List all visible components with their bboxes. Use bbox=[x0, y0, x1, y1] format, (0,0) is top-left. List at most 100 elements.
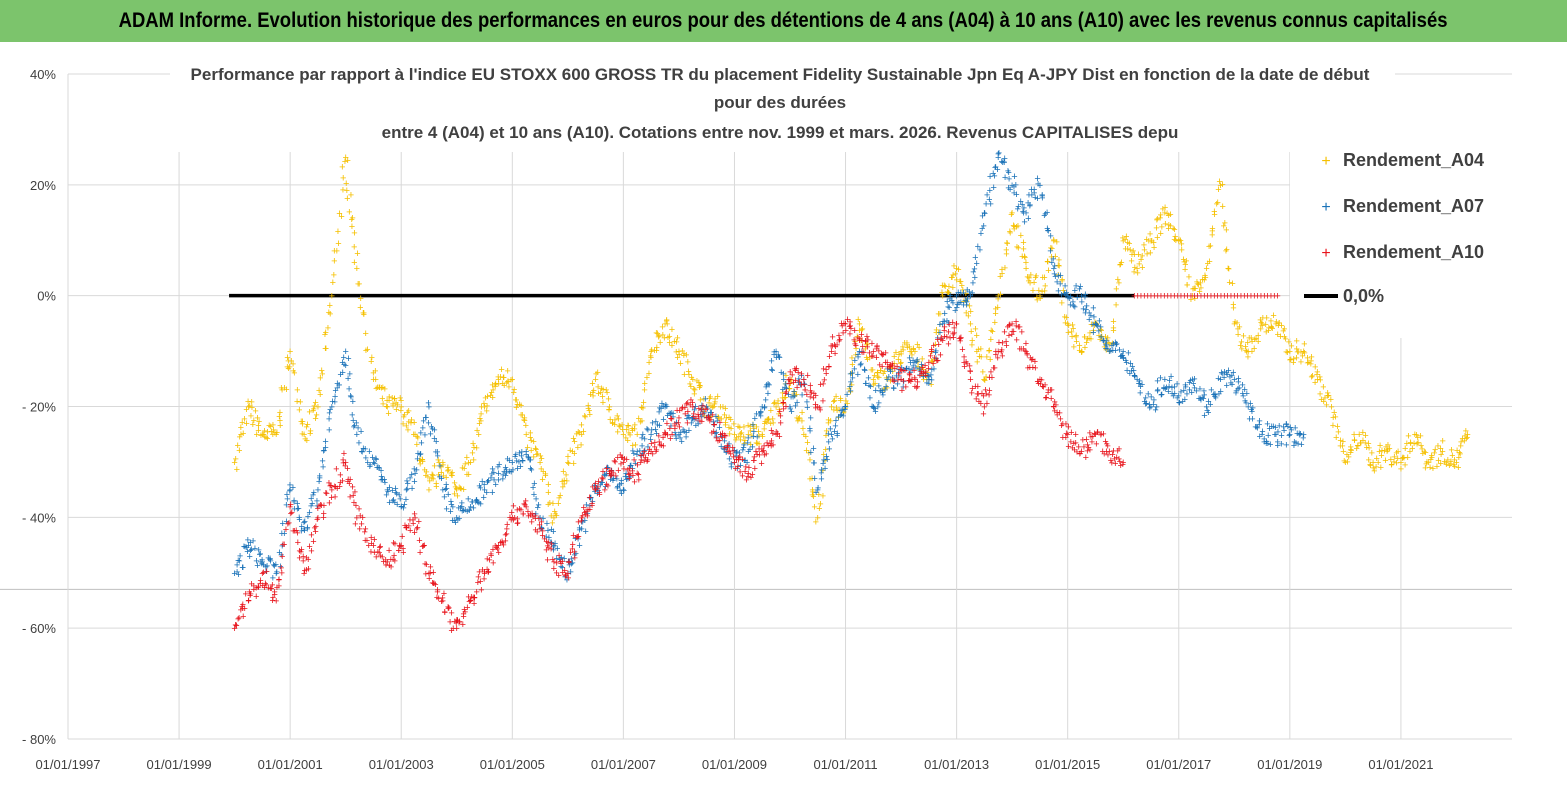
data-point-a07: + bbox=[1273, 429, 1279, 441]
data-point-a10: + bbox=[1064, 429, 1070, 441]
data-point-a04: + bbox=[389, 392, 395, 404]
data-point-a07: + bbox=[489, 487, 495, 499]
data-point-a07: + bbox=[493, 479, 499, 491]
data-point-a10: + bbox=[697, 415, 703, 427]
data-point-a07: + bbox=[263, 566, 269, 578]
data-point-a04: + bbox=[465, 458, 471, 470]
data-point-a04: + bbox=[737, 428, 743, 440]
data-point-a07: + bbox=[488, 472, 494, 484]
data-point-a04: + bbox=[474, 443, 480, 455]
data-point-a04: + bbox=[545, 479, 551, 491]
data-point-a07: + bbox=[346, 383, 352, 395]
data-point-a10: + bbox=[645, 454, 651, 466]
data-point-a07: + bbox=[464, 506, 470, 518]
data-point-a07: + bbox=[887, 365, 893, 377]
data-point-a07: + bbox=[557, 554, 563, 566]
data-point-a04: + bbox=[1068, 326, 1074, 338]
data-point-a07: + bbox=[457, 502, 463, 514]
data-point-a04: + bbox=[1003, 245, 1009, 257]
data-point-a07: + bbox=[465, 494, 471, 506]
data-point-a10: + bbox=[396, 545, 402, 557]
data-point-a07: + bbox=[1250, 403, 1256, 415]
data-point-a10: + bbox=[262, 578, 268, 590]
data-point-a04: + bbox=[1453, 457, 1459, 469]
data-point-a04: + bbox=[1034, 292, 1040, 304]
data-point-a10: + bbox=[329, 485, 335, 497]
data-point-a10: + bbox=[1254, 291, 1260, 303]
data-point-a10: + bbox=[780, 397, 786, 409]
data-point-a07: + bbox=[426, 402, 432, 414]
data-point-a10: + bbox=[344, 463, 350, 475]
data-point-a10: + bbox=[410, 514, 416, 526]
data-point-a07: + bbox=[750, 431, 756, 443]
data-point-a10: + bbox=[1161, 291, 1167, 303]
data-point-a07: + bbox=[706, 410, 712, 422]
data-point-a10: + bbox=[953, 318, 959, 330]
data-point-a04: + bbox=[775, 396, 781, 408]
data-point-a07: + bbox=[796, 374, 802, 386]
data-point-a10: + bbox=[1174, 291, 1180, 303]
data-point-a04: + bbox=[1186, 272, 1192, 284]
data-point-a07: + bbox=[1142, 398, 1148, 410]
data-point-a07: + bbox=[473, 496, 479, 508]
data-point-a04: + bbox=[1314, 367, 1320, 379]
data-point-a04: + bbox=[501, 380, 507, 392]
data-point-a04: + bbox=[1189, 291, 1195, 303]
data-point-a10: + bbox=[247, 590, 253, 602]
data-point-a04: + bbox=[457, 483, 463, 495]
data-point-a10: + bbox=[488, 549, 494, 561]
data-point-a07: + bbox=[847, 381, 853, 393]
data-point-a07: + bbox=[848, 377, 854, 389]
data-point-a04: + bbox=[1042, 280, 1048, 292]
data-point-a10: + bbox=[1109, 457, 1115, 469]
data-point-a04: + bbox=[1147, 248, 1153, 260]
data-point-a07: + bbox=[987, 171, 993, 183]
data-point-a10: + bbox=[743, 474, 749, 486]
data-point-a10: + bbox=[287, 501, 293, 513]
data-point-a04: + bbox=[874, 371, 880, 383]
data-point-a10: + bbox=[556, 550, 562, 562]
data-point-a04: + bbox=[875, 367, 881, 379]
data-point-a04: + bbox=[638, 402, 644, 414]
data-point-a07: + bbox=[273, 559, 279, 571]
data-point-a10: + bbox=[829, 340, 835, 352]
data-point-a04: + bbox=[1428, 450, 1434, 462]
data-point-a10: + bbox=[626, 473, 632, 485]
data-point-a07: + bbox=[417, 449, 423, 461]
data-point-a04: + bbox=[828, 402, 834, 414]
data-point-a04: + bbox=[1039, 286, 1045, 298]
data-point-a07: + bbox=[239, 562, 245, 574]
data-point-a04: + bbox=[458, 483, 464, 495]
data-point-a07: + bbox=[244, 546, 250, 558]
data-point-a10: + bbox=[895, 368, 901, 380]
data-point-a07: + bbox=[466, 505, 472, 517]
data-point-a04: + bbox=[523, 420, 529, 432]
data-point-a10: + bbox=[543, 544, 549, 556]
data-point-a04: + bbox=[470, 455, 476, 467]
data-point-a10: + bbox=[475, 572, 481, 584]
data-point-a04: + bbox=[756, 430, 762, 442]
data-point-a10: + bbox=[295, 537, 301, 549]
data-point-a04: + bbox=[279, 385, 285, 397]
data-point-a07: + bbox=[871, 403, 877, 415]
data-point-a10: + bbox=[1003, 336, 1009, 348]
data-point-a07: + bbox=[896, 364, 902, 376]
data-point-a07: + bbox=[1154, 375, 1160, 387]
data-point-a10: + bbox=[548, 543, 554, 555]
data-point-a07: + bbox=[481, 485, 487, 497]
data-point-a04: + bbox=[445, 462, 451, 474]
data-point-a04: + bbox=[1425, 457, 1431, 469]
data-point-a07: + bbox=[1082, 291, 1088, 303]
data-point-a10: + bbox=[652, 441, 658, 453]
data-point-a07: + bbox=[506, 455, 512, 467]
data-point-a04: + bbox=[335, 226, 341, 238]
data-point-a10: + bbox=[979, 388, 985, 400]
data-point-a07: + bbox=[683, 427, 689, 439]
data-point-a04: + bbox=[1055, 269, 1061, 281]
data-point-a07: + bbox=[551, 540, 557, 552]
data-point-a07: + bbox=[713, 431, 719, 443]
data-point-a04: + bbox=[550, 498, 556, 510]
data-point-a04: + bbox=[1026, 272, 1032, 284]
data-point-a04: + bbox=[726, 429, 732, 441]
data-point-a04: + bbox=[999, 264, 1005, 276]
